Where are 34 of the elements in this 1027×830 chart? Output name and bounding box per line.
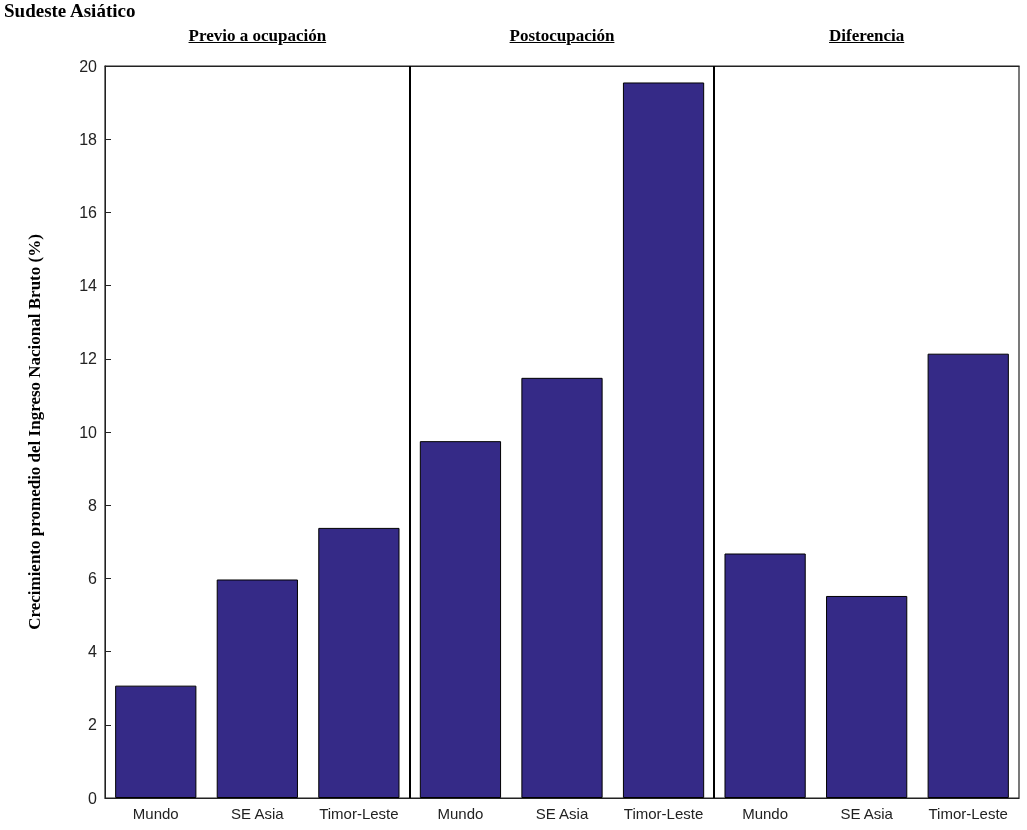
x-tick-label: Mundo: [437, 805, 484, 822]
x-tick-label: Timor-Leste: [928, 805, 1008, 822]
bar: [826, 595, 908, 798]
x-tick-label: Mundo: [132, 805, 179, 822]
y-tick-label: 12: [79, 350, 98, 368]
bar: [216, 579, 298, 798]
bar: [724, 553, 806, 798]
y-tick-label: 4: [88, 643, 98, 661]
text: Diferencia: [829, 26, 905, 46]
y-tick-label: 18: [79, 130, 98, 148]
bar: [622, 82, 705, 798]
y-tick-label: 20: [79, 57, 98, 75]
bar: [927, 353, 1009, 798]
x-tick-label: SE Asia: [535, 805, 589, 822]
bar: [521, 377, 603, 798]
y-tick-label: 0: [88, 789, 98, 807]
y-tick-label: 8: [88, 496, 98, 514]
bar: [115, 685, 197, 798]
bar: [419, 441, 502, 798]
y-tick-label: 16: [79, 203, 98, 221]
x-tick-label: Mundo: [742, 805, 789, 822]
y-tick-label: 14: [79, 277, 98, 295]
y-tick-label: 10: [79, 423, 98, 441]
x-tick-label: SE Asia: [840, 805, 894, 822]
x-tick-label: Timor-Leste: [623, 805, 704, 822]
text: Previo a ocupación: [188, 26, 327, 46]
text: Postocupación: [509, 26, 615, 46]
y-axis-title: Crecimiento promedio del Ingreso Nacional Bruto (%): [25, 234, 44, 630]
bar: [318, 527, 400, 798]
x-tick-label: SE Asia: [231, 805, 285, 822]
y-tick-label: 2: [88, 716, 98, 734]
y-tick-label: 6: [88, 569, 98, 587]
chart-title: Sudeste Asiático: [4, 0, 136, 22]
x-tick-label: Timor-Leste: [319, 805, 399, 822]
